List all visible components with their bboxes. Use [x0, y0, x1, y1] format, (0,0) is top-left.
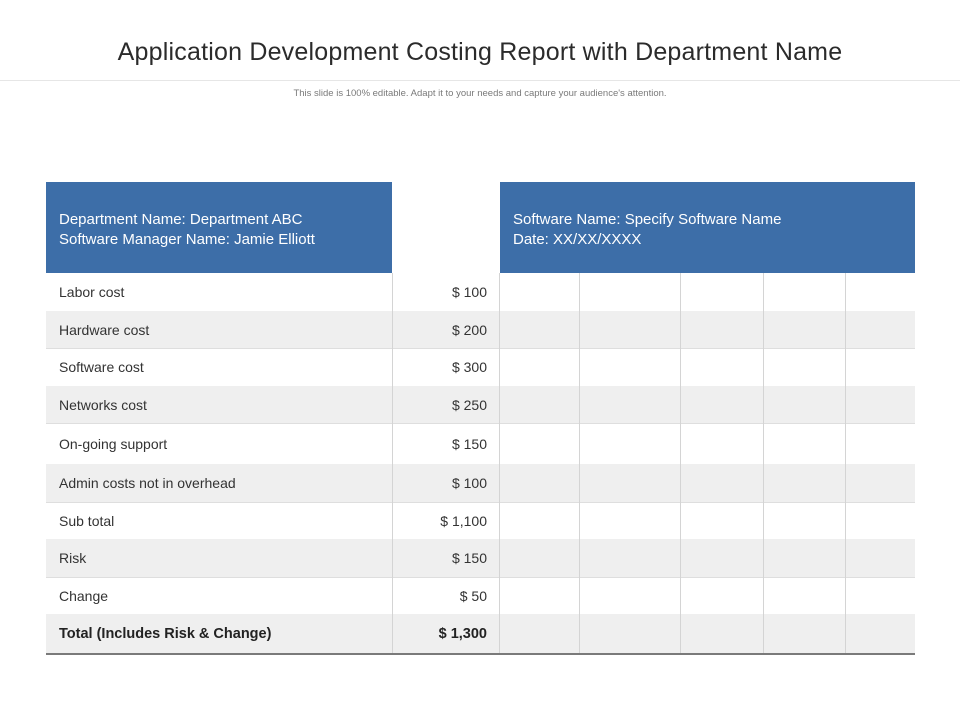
- empty-cell: [580, 502, 681, 539]
- empty-cell: [764, 464, 846, 502]
- header-department-block: Department Name: Department ABC Software…: [46, 182, 392, 273]
- software-manager-name: Software Manager Name: Jamie Elliott: [59, 231, 315, 248]
- page-title: Application Development Costing Report w…: [117, 38, 843, 66]
- empty-cell: [846, 464, 915, 502]
- empty-cell: [580, 386, 681, 423]
- empty-cell: [580, 311, 681, 348]
- empty-cell: [580, 273, 681, 311]
- total-label: Total (Includes Risk & Change): [46, 614, 393, 653]
- cost-amount: $ 250: [393, 386, 500, 423]
- empty-cell: [846, 386, 915, 423]
- empty-cell: [764, 502, 846, 539]
- empty-cell: [500, 464, 580, 502]
- empty-cell: [764, 311, 846, 348]
- empty-cell: [580, 539, 681, 577]
- empty-cell: [681, 502, 764, 539]
- empty-cell: [764, 386, 846, 423]
- empty-cell: [500, 577, 580, 614]
- cost-amount: $ 100: [393, 464, 500, 502]
- empty-cell: [681, 464, 764, 502]
- empty-cell: [846, 614, 915, 653]
- cost-amount: $ 1,100: [393, 502, 500, 539]
- table-row: Change $ 50: [46, 577, 915, 614]
- table-row: Software cost $ 300: [46, 348, 915, 386]
- empty-cell: [500, 502, 580, 539]
- empty-cell: [846, 311, 915, 348]
- empty-cell: [500, 311, 580, 348]
- row-divider: [46, 423, 915, 424]
- cost-label: Sub total: [46, 502, 393, 539]
- cost-amount: $ 150: [393, 539, 500, 577]
- cost-label: Networks cost: [46, 386, 393, 423]
- cost-label: Labor cost: [46, 273, 393, 311]
- table-row: Sub total $ 1,100: [46, 502, 915, 539]
- empty-cell: [580, 464, 681, 502]
- empty-cell: [580, 614, 681, 653]
- empty-cell: [500, 348, 580, 386]
- empty-cell: [846, 577, 915, 614]
- cost-label: Hardware cost: [46, 311, 393, 348]
- empty-cell: [681, 386, 764, 423]
- empty-cell: [764, 539, 846, 577]
- empty-cell: [681, 423, 764, 464]
- cost-amount: $ 200: [393, 311, 500, 348]
- cost-label: Software cost: [46, 348, 393, 386]
- empty-cell: [580, 348, 681, 386]
- empty-cell: [846, 502, 915, 539]
- row-divider: [46, 577, 915, 578]
- empty-cell: [681, 273, 764, 311]
- empty-cell: [846, 348, 915, 386]
- cost-amount: $ 150: [393, 423, 500, 464]
- table-row: Risk $ 150: [46, 539, 915, 577]
- row-divider: [46, 502, 915, 503]
- cost-amount: $ 50: [393, 577, 500, 614]
- empty-cell: [764, 348, 846, 386]
- table-row: Admin costs not in overhead $ 100: [46, 464, 915, 502]
- empty-cell: [681, 614, 764, 653]
- cost-amount: $ 300: [393, 348, 500, 386]
- cost-label: Change: [46, 577, 393, 614]
- empty-cell: [764, 577, 846, 614]
- cost-label: Admin costs not in overhead: [46, 464, 393, 502]
- row-divider: [46, 348, 915, 349]
- empty-cell: [681, 577, 764, 614]
- cost-label: Risk: [46, 539, 393, 577]
- empty-cell: [846, 423, 915, 464]
- empty-cell: [500, 386, 580, 423]
- total-amount: $ 1,300: [393, 614, 500, 653]
- empty-cell: [681, 539, 764, 577]
- empty-cell: [500, 614, 580, 653]
- total-row: Total (Includes Risk & Change) $ 1,300: [46, 614, 915, 655]
- empty-cell: [846, 273, 915, 311]
- table-row: Labor cost $ 100: [46, 273, 915, 311]
- empty-cell: [681, 348, 764, 386]
- department-name: Department Name: Department ABC: [59, 211, 303, 228]
- cost-label: On-going support: [46, 423, 393, 464]
- empty-cell: [764, 614, 846, 653]
- empty-cell: [580, 577, 681, 614]
- empty-cell: [500, 539, 580, 577]
- header-software-block: Software Name: Specify Software Name Dat…: [500, 182, 915, 273]
- table-row: Hardware cost $ 200: [46, 311, 915, 348]
- empty-cell: [681, 311, 764, 348]
- empty-cell: [846, 539, 915, 577]
- empty-cell: [580, 423, 681, 464]
- title-divider: [0, 80, 960, 81]
- empty-cell: [500, 273, 580, 311]
- report-date: Date: XX/XX/XXXX: [513, 231, 642, 248]
- empty-cell: [500, 423, 580, 464]
- software-name: Software Name: Specify Software Name: [513, 211, 782, 228]
- table-row: On-going support $ 150: [46, 423, 915, 464]
- page-subtitle: This slide is 100% editable. Adapt it to…: [293, 88, 667, 99]
- table-row: Networks cost $ 250: [46, 386, 915, 423]
- cost-amount: $ 100: [393, 273, 500, 311]
- empty-cell: [764, 273, 846, 311]
- empty-cell: [764, 423, 846, 464]
